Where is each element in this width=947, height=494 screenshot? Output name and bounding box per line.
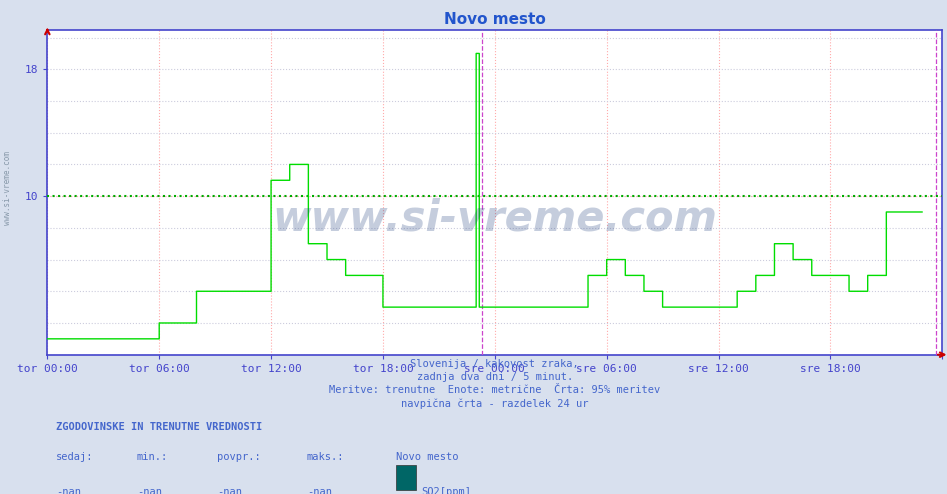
Text: min.:: min.: xyxy=(136,452,168,462)
Text: ZGODOVINSKE IN TRENUTNE VREDNOSTI: ZGODOVINSKE IN TRENUTNE VREDNOSTI xyxy=(56,421,262,432)
Text: SO2[ppm]: SO2[ppm] xyxy=(421,487,472,494)
Text: povpr.:: povpr.: xyxy=(218,452,261,462)
Title: Novo mesto: Novo mesto xyxy=(444,12,545,27)
Text: sedaj:: sedaj: xyxy=(56,452,94,462)
Bar xyxy=(397,465,416,490)
Text: -nan: -nan xyxy=(218,487,242,494)
Text: -nan: -nan xyxy=(56,487,81,494)
Text: www.si-vreme.com: www.si-vreme.com xyxy=(273,197,717,239)
Text: Slovenija / kakovost zraka,
zadnja dva dni / 5 minut.
Meritve: trenutne  Enote: : Slovenija / kakovost zraka, zadnja dva d… xyxy=(330,359,660,409)
Text: -nan: -nan xyxy=(307,487,331,494)
Text: Novo mesto: Novo mesto xyxy=(397,452,459,462)
Text: www.si-vreme.com: www.si-vreme.com xyxy=(3,151,12,225)
Text: maks.:: maks.: xyxy=(307,452,345,462)
Text: -nan: -nan xyxy=(136,487,162,494)
